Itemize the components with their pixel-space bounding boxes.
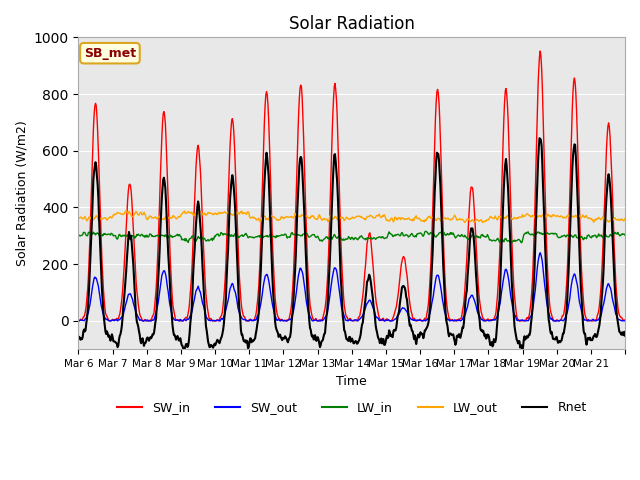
SW_in (585, 318, 593, 324)
Rnet (408, 328, 416, 334)
Rnet (266, 215, 274, 221)
LW_out (122, 208, 130, 214)
LW_out (140, 212, 147, 217)
Rnet (621, 333, 629, 338)
LW_in (440, 231, 447, 237)
LW_out (409, 218, 417, 224)
LW_in (621, 232, 629, 238)
SW_out (239, 316, 247, 322)
LW_out (240, 211, 248, 216)
Legend: SW_in, SW_out, LW_in, LW_out, Rnet: SW_in, SW_out, LW_in, LW_out, Rnet (112, 396, 592, 419)
Line: LW_out: LW_out (79, 211, 625, 223)
Rnet (536, 135, 543, 141)
LW_out (287, 214, 295, 219)
LW_in (287, 232, 294, 238)
SW_out (245, 318, 253, 324)
LW_in (408, 230, 416, 236)
SW_in (287, 308, 294, 313)
Rnet (287, 330, 294, 336)
SW_out (536, 250, 544, 256)
Line: SW_out: SW_out (79, 253, 625, 321)
Y-axis label: Solar Radiation (W/m2): Solar Radiation (W/m2) (15, 120, 28, 266)
LW_out (75, 215, 83, 220)
SW_out (409, 317, 417, 323)
LW_out (461, 220, 468, 226)
SW_in (139, 318, 147, 324)
SW_in (621, 317, 629, 323)
Rnet (518, 347, 526, 353)
SW_in (75, 317, 83, 323)
Line: SW_in: SW_in (79, 51, 625, 321)
SW_out (267, 291, 275, 297)
SW_in (536, 48, 544, 54)
LW_out (621, 216, 629, 221)
LW_in (75, 231, 83, 237)
Text: SB_met: SB_met (84, 47, 136, 60)
Rnet (439, 245, 447, 251)
SW_out (621, 318, 629, 324)
SW_out (139, 318, 147, 324)
SW_out (440, 301, 447, 307)
LW_in (266, 231, 274, 237)
SW_in (239, 312, 247, 317)
SW_in (266, 163, 274, 169)
SW_out (287, 315, 295, 321)
Line: LW_in: LW_in (79, 231, 625, 243)
LW_out (440, 217, 447, 223)
X-axis label: Time: Time (337, 374, 367, 387)
Title: Solar Radiation: Solar Radiation (289, 15, 415, 33)
LW_in (508, 240, 516, 246)
Line: Rnet: Rnet (79, 138, 625, 350)
LW_in (139, 232, 147, 238)
Rnet (75, 336, 83, 341)
SW_in (439, 209, 447, 215)
Rnet (239, 336, 247, 341)
LW_in (239, 234, 247, 240)
LW_in (422, 228, 429, 234)
SW_out (75, 318, 83, 324)
Rnet (139, 336, 147, 341)
LW_out (267, 212, 275, 218)
SW_in (408, 311, 416, 317)
